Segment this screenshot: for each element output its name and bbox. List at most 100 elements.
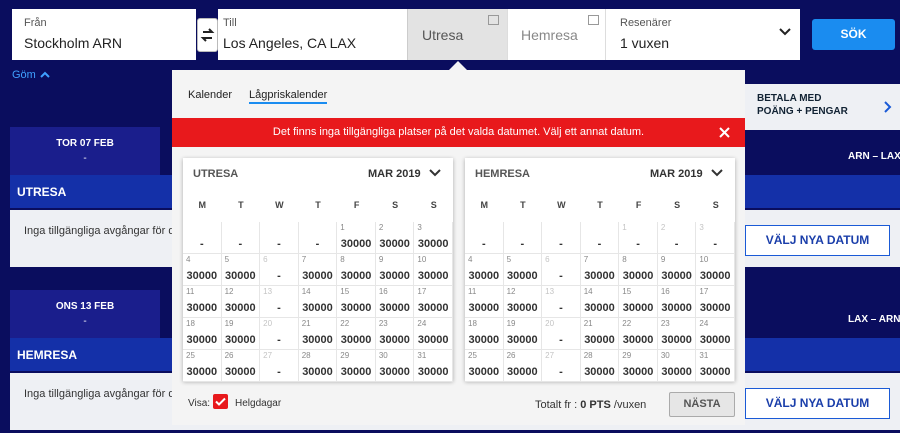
promo[interactable]: BETALA MED POÄNG + PENGAR bbox=[745, 84, 900, 130]
day-cell[interactable]: 18 30000 bbox=[183, 318, 222, 350]
day-number: 30 bbox=[378, 351, 388, 360]
to-field[interactable]: Till Los Angeles, CA LAX bbox=[218, 9, 407, 60]
day-cell[interactable]: 5 30000 bbox=[503, 254, 543, 286]
day-cell[interactable]: 28 30000 bbox=[580, 350, 620, 382]
swap-button[interactable] bbox=[197, 18, 218, 52]
day-cell[interactable]: 14 30000 bbox=[580, 286, 620, 318]
weekday: W bbox=[275, 200, 284, 210]
day-cell[interactable]: 24 30000 bbox=[414, 318, 453, 350]
day-cell[interactable]: 17 30000 bbox=[414, 286, 453, 318]
day-cell[interactable]: 25 30000 bbox=[465, 350, 504, 382]
day-cell[interactable]: 12 30000 bbox=[221, 286, 261, 318]
day-cell[interactable]: 4 30000 bbox=[465, 254, 504, 286]
next-button[interactable]: NÄSTA bbox=[669, 392, 735, 417]
day-number: 15 bbox=[622, 287, 632, 296]
weekday: F bbox=[635, 200, 642, 210]
day-price: - bbox=[713, 238, 718, 250]
day-cell[interactable]: 30 30000 bbox=[657, 350, 697, 382]
day-number: 22 bbox=[622, 319, 632, 328]
checkbox[interactable] bbox=[213, 394, 228, 409]
day-cell[interactable]: 15 30000 bbox=[619, 286, 658, 318]
day-number: 4 bbox=[186, 255, 191, 264]
total-label: Totalt fr : bbox=[535, 399, 578, 411]
day-cell[interactable]: 21 30000 bbox=[298, 318, 338, 350]
new-dates-button[interactable]: VÄLJ NYA DATUM bbox=[745, 388, 890, 419]
day-price: 30000 bbox=[468, 302, 500, 314]
calendar-month: MAR 2019 bbox=[368, 168, 421, 180]
day-cell[interactable]: 25 30000 bbox=[183, 350, 222, 382]
calendar-month: MAR 2019 bbox=[650, 168, 703, 180]
day-cell[interactable]: 23 30000 bbox=[375, 318, 415, 350]
day-price: 30000 bbox=[186, 270, 218, 282]
promo-line: BETALA MED bbox=[757, 93, 822, 104]
outbound-label: Utresa bbox=[422, 27, 464, 43]
day-cell[interactable]: 16 30000 bbox=[657, 286, 697, 318]
day-cell[interactable]: 3 30000 bbox=[414, 222, 453, 254]
day-cell[interactable]: 1 30000 bbox=[337, 222, 376, 254]
day-cell[interactable]: 12 30000 bbox=[503, 286, 543, 318]
day-cell[interactable]: 21 30000 bbox=[580, 318, 620, 350]
hide-link[interactable]: Göm bbox=[12, 69, 51, 81]
day-cell[interactable]: 15 30000 bbox=[337, 286, 376, 318]
day-cell[interactable]: 31 30000 bbox=[696, 350, 735, 382]
day-cell[interactable]: 23 30000 bbox=[657, 318, 697, 350]
new-dates-button[interactable]: VÄLJ NYA DATUM bbox=[745, 225, 890, 256]
calendar-icon bbox=[488, 15, 499, 25]
day-cell[interactable]: 11 30000 bbox=[183, 286, 222, 318]
day-cell[interactable]: 19 30000 bbox=[503, 318, 543, 350]
day-cell[interactable]: 29 30000 bbox=[337, 350, 376, 382]
day-cell[interactable]: 18 30000 bbox=[465, 318, 504, 350]
day-cell: 20- bbox=[542, 318, 581, 350]
day-price: 30000 bbox=[622, 302, 654, 314]
day-cell[interactable]: 24 30000 bbox=[696, 318, 735, 350]
day-cell[interactable]: 2 30000 bbox=[375, 222, 415, 254]
day-cell[interactable]: 30 30000 bbox=[375, 350, 415, 382]
day-cell[interactable]: 29 30000 bbox=[619, 350, 658, 382]
search-button[interactable]: SÖK bbox=[812, 19, 895, 50]
day-cell: - bbox=[183, 222, 222, 254]
day-number: 27 bbox=[263, 351, 273, 360]
chevron-down[interactable] bbox=[429, 169, 441, 178]
return-field[interactable]: Hemresa bbox=[507, 9, 605, 60]
day-cell[interactable]: 17 30000 bbox=[696, 286, 735, 318]
day-number: 18 bbox=[468, 319, 477, 328]
day-cell[interactable]: 9 30000 bbox=[657, 254, 697, 286]
day-cell[interactable]: 22 30000 bbox=[619, 318, 658, 350]
day-price: - bbox=[559, 334, 563, 346]
day-cell[interactable]: 19 30000 bbox=[221, 318, 261, 350]
to-value: Los Angeles, CA LAX bbox=[223, 35, 357, 51]
day-cell[interactable]: 8 30000 bbox=[619, 254, 658, 286]
day-number: 14 bbox=[301, 287, 311, 296]
day-cell[interactable]: 4 30000 bbox=[183, 254, 222, 286]
day-cell[interactable]: 26 30000 bbox=[503, 350, 543, 382]
day-price: 30000 bbox=[417, 366, 449, 378]
day-price: 30000 bbox=[507, 366, 538, 378]
day-price: 30000 bbox=[468, 366, 500, 378]
day-cell[interactable]: 5 30000 bbox=[221, 254, 261, 286]
day-number: 16 bbox=[378, 287, 388, 296]
day-cell[interactable]: 16 30000 bbox=[375, 286, 415, 318]
day-cell[interactable]: 8 30000 bbox=[337, 254, 376, 286]
chevron-down[interactable] bbox=[711, 169, 723, 178]
day-cell[interactable]: 11 30000 bbox=[465, 286, 504, 318]
day-cell[interactable]: 10 30000 bbox=[696, 254, 735, 286]
day-cell[interactable]: 28 30000 bbox=[298, 350, 338, 382]
day-cell[interactable]: 7 30000 bbox=[298, 254, 338, 286]
outbound-field[interactable]: Utresa bbox=[407, 9, 507, 60]
day-cell[interactable]: 26 30000 bbox=[221, 350, 261, 382]
day-cell[interactable]: 9 30000 bbox=[375, 254, 415, 286]
close-icon[interactable] bbox=[719, 127, 730, 138]
day-cell[interactable]: 31 30000 bbox=[414, 350, 453, 382]
day-price: 30000 bbox=[379, 302, 410, 314]
day-price: 30000 bbox=[186, 334, 218, 346]
tab[interactable]: Kalender bbox=[188, 89, 233, 101]
travellers-field[interactable]: Resenärer 1 vuxen bbox=[605, 9, 800, 60]
day-cell[interactable]: 22 30000 bbox=[337, 318, 376, 350]
day-price: 30000 bbox=[225, 302, 256, 314]
day-cell[interactable]: 10 30000 bbox=[414, 254, 453, 286]
day-cell[interactable]: 7 30000 bbox=[580, 254, 620, 286]
tab-active[interactable]: Lågpriskalender bbox=[249, 89, 328, 104]
day-price: 30000 bbox=[468, 270, 500, 282]
from-field[interactable]: Från Stockholm ARN bbox=[12, 9, 196, 60]
day-cell[interactable]: 14 30000 bbox=[298, 286, 338, 318]
